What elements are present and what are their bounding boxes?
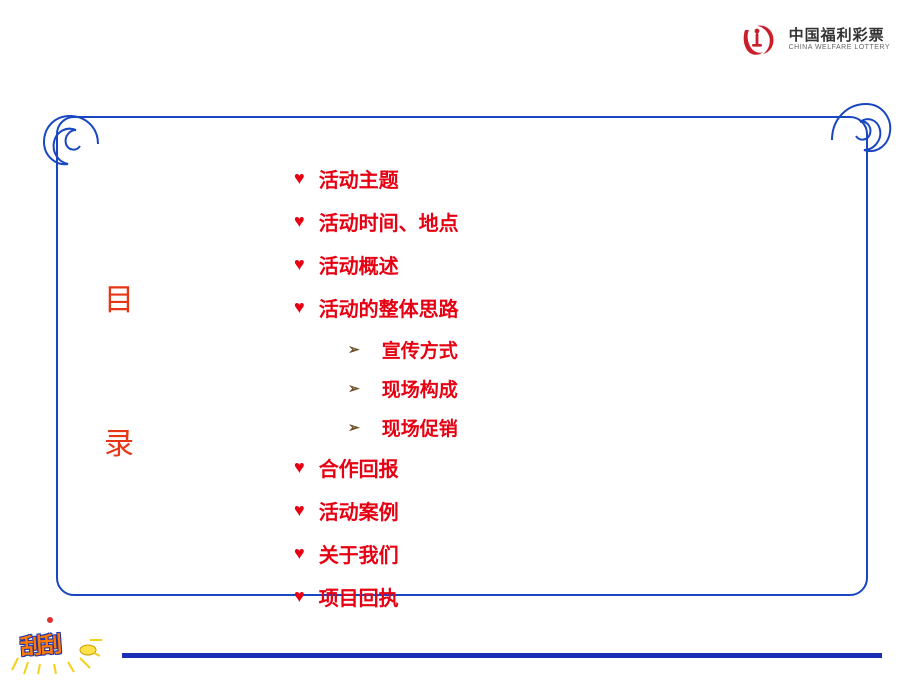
heart-bullet-icon: ♥: [294, 543, 305, 564]
toc-sublist: ➢ 宣传方式 ➢ 现场构成 ➢ 现场促销: [348, 336, 459, 441]
toc-item: ♥ 关于我们: [294, 539, 459, 568]
heart-bullet-icon: ♥: [294, 297, 305, 318]
title-char-1: 目: [104, 275, 134, 319]
heart-bullet-icon: ♥: [294, 457, 305, 478]
toc-label: 活动案例: [319, 496, 399, 525]
toc-sublabel: 宣传方式: [382, 336, 458, 363]
toc-label: 合作回报: [319, 453, 399, 482]
toc-sublabel: 现场促销: [382, 414, 458, 441]
arrow-bullet-icon: ➢: [348, 380, 360, 397]
toc-item: ♥ 活动概述: [294, 250, 459, 279]
toc-subitem: ➢ 宣传方式: [348, 336, 459, 363]
title-char-2: 录: [104, 419, 134, 463]
toc-label: 活动时间、地点: [319, 207, 459, 236]
arrow-bullet-icon: ➢: [348, 341, 360, 358]
toc-item: ♥ 项目回执: [294, 582, 459, 611]
lottery-logo-icon: [739, 22, 781, 58]
arrow-bullet-icon: ➢: [348, 419, 360, 436]
toc-sub-wrapper: ➢ 宣传方式 ➢ 现场构成 ➢ 现场促销: [294, 336, 459, 441]
toc-sublabel: 现场构成: [382, 375, 458, 402]
toc-list: ♥ 活动主题 ♥ 活动时间、地点 ♥ 活动概述 ♥ 活动的整体思路 ➢ 宣传方式…: [294, 164, 459, 625]
heart-bullet-icon: ♥: [294, 168, 305, 189]
sticker-text: 刮刮: [19, 627, 61, 662]
toc-item: ♥ 活动主题: [294, 164, 459, 193]
toc-item: ♥ 活动的整体思路: [294, 293, 459, 322]
toc-title: 目 录: [104, 275, 134, 463]
brand-logo: 中国福利彩票 CHINA WELFARE LOTTERY: [739, 22, 890, 58]
toc-subitem: ➢ 现场构成: [348, 375, 459, 402]
toc-item: ♥ 合作回报: [294, 453, 459, 482]
toc-label: 项目回执: [319, 582, 399, 611]
toc-subitem: ➢ 现场促销: [348, 414, 459, 441]
bottom-rule: [122, 653, 882, 658]
toc-label: 活动概述: [319, 250, 399, 279]
toc-label: 活动的整体思路: [319, 293, 459, 322]
heart-bullet-icon: ♥: [294, 500, 305, 521]
heart-bullet-icon: ♥: [294, 211, 305, 232]
corner-sticker: 刮刮: [10, 614, 106, 674]
toc-item: ♥ 活动案例: [294, 496, 459, 525]
toc-label: 活动主题: [319, 164, 399, 193]
heart-bullet-icon: ♥: [294, 254, 305, 275]
logo-text-en: CHINA WELFARE LOTTERY: [789, 44, 890, 52]
toc-item: ♥ 活动时间、地点: [294, 207, 459, 236]
toc-label: 关于我们: [319, 539, 399, 568]
scroll-frame: [56, 116, 868, 596]
scroll-curl-right-icon: [830, 78, 900, 168]
heart-bullet-icon: ♥: [294, 586, 305, 607]
logo-text-cn: 中国福利彩票: [789, 28, 890, 45]
scroll-curl-left-icon: [30, 86, 100, 176]
